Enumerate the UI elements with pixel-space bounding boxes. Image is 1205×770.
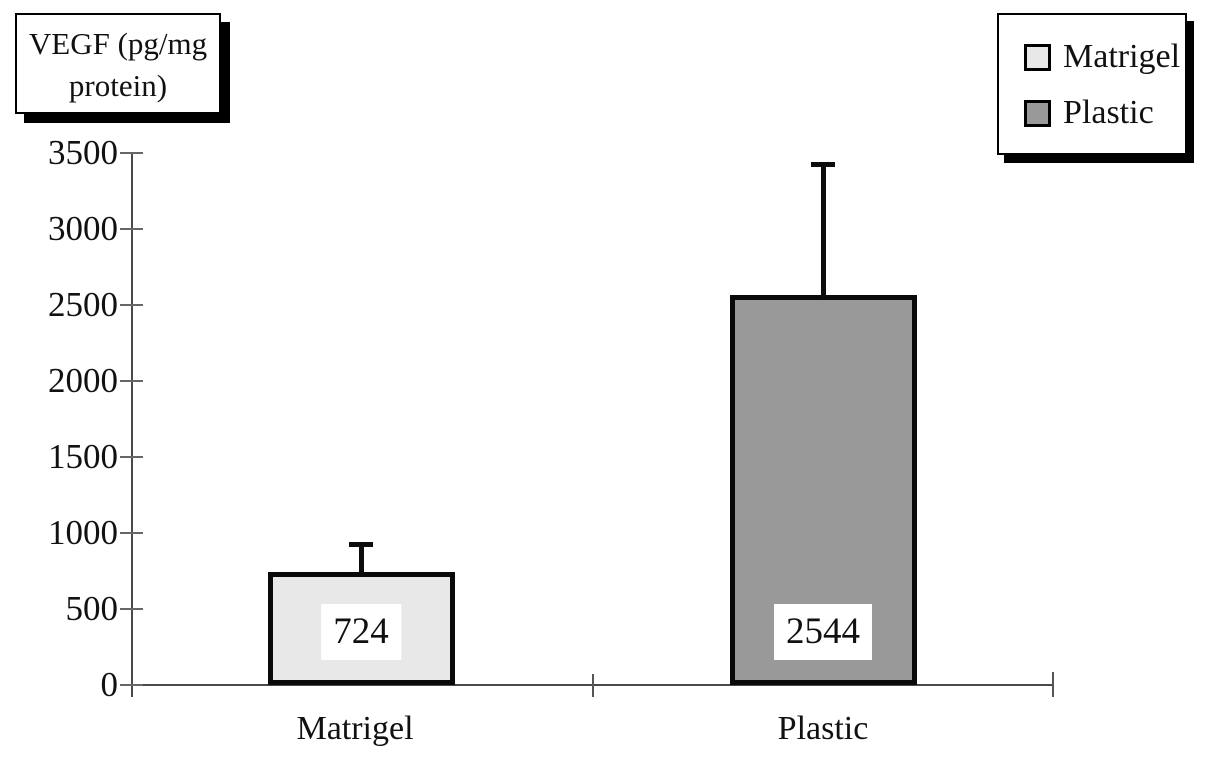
y-axis-title-box: VEGF (pg/mg protein) [15,13,221,114]
y-tick-3500 [120,152,143,154]
legend-label-plastic: Plastic [1063,94,1154,131]
y-tick-label: 2500 [48,285,118,324]
y-tick-label: 1000 [48,513,118,552]
x-tick-mid [592,674,594,697]
y-tick-label: 2000 [48,361,118,400]
legend: Matrigel Plastic [997,13,1187,155]
y-tick-500 [120,608,143,610]
error-bar-stem-matrigel [359,542,364,576]
y-axis-title-line1: VEGF (pg/mg [28,26,208,61]
matrigel-swatch-icon [1024,43,1051,71]
value-label-plastic: 2544 [774,604,872,660]
y-tick-label: 0 [100,665,119,704]
legend-item-plastic: Plastic [1024,95,1185,131]
y-tick-0 [120,684,143,686]
plastic-swatch-icon [1024,99,1051,127]
error-bar-cap-matrigel [349,542,373,547]
y-tick-1500 [120,456,143,458]
y-axis-title-line2: protein) [68,68,168,103]
y-tick-label: 500 [65,589,119,628]
y-axis-line [131,153,133,697]
x-tick-end [1052,672,1054,697]
y-tick-label: 1500 [48,437,118,476]
error-bar-stem-plastic [821,162,826,299]
value-label-matrigel: 724 [321,604,401,660]
y-tick-1000 [120,532,143,534]
error-bar-cap-plastic [811,162,835,167]
y-tick-3000 [120,228,143,230]
legend-label-matrigel: Matrigel [1063,38,1181,75]
y-tick-2000 [120,380,143,382]
y-tick-label: 3500 [48,133,118,172]
x-category-label-plastic: Plastic [777,710,869,747]
y-tick-2500 [120,304,143,306]
legend-item-matrigel: Matrigel [1024,39,1185,75]
y-tick-label: 3000 [48,209,118,248]
x-category-label-matrigel: Matrigel [296,710,414,747]
